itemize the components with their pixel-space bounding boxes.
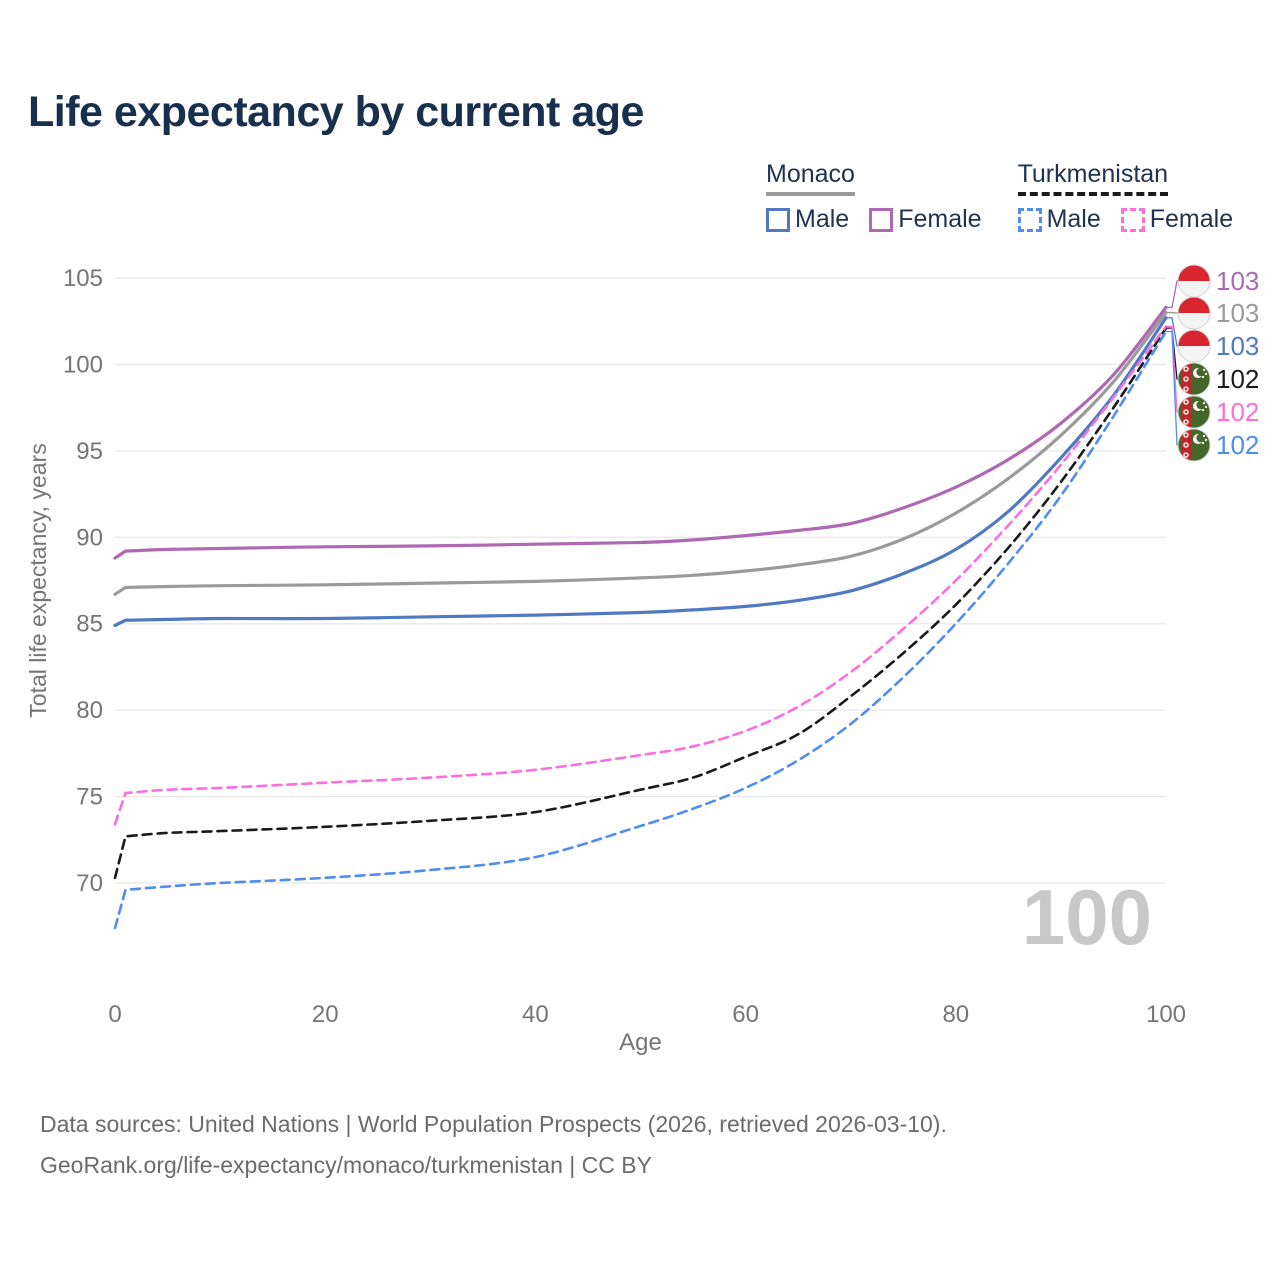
legend-item-monaco-male[interactable]: Male xyxy=(766,205,849,234)
series-line-monaco-female[interactable] xyxy=(113,305,1168,560)
legend-items-monaco: Male Female xyxy=(766,205,982,234)
y-tick-label: 75 xyxy=(76,784,103,811)
turkmenistan-flag-icon xyxy=(1177,428,1211,462)
turkmenistan-male-swatch-icon xyxy=(1017,207,1042,232)
legend-country-turkmenistan[interactable]: Turkmenistan xyxy=(1017,160,1169,196)
y-tick-label: 80 xyxy=(76,697,103,724)
legend-group-monaco: Monaco Male Female xyxy=(766,160,982,234)
monaco-male-swatch-icon xyxy=(766,207,790,232)
x-tick-label: 100 xyxy=(1146,1001,1186,1028)
series-line-monaco-both[interactable] xyxy=(113,311,1168,596)
y-tick-label: 100 xyxy=(63,351,103,378)
footer: Data sources: United Nations | World Pop… xyxy=(40,1104,947,1186)
turkmenistan-female-swatch-icon xyxy=(1120,207,1145,232)
series-end-label-monaco-both: 103 xyxy=(1216,298,1259,328)
y-tick-label: 85 xyxy=(76,611,103,638)
monaco-flag-icon xyxy=(1177,296,1211,330)
current-age-watermark: 100 xyxy=(1022,873,1152,961)
series-line-turkmenistan-female[interactable] xyxy=(113,325,1168,826)
legend-label-turkmenistan-female: Female xyxy=(1149,205,1234,233)
y-tick-label: 95 xyxy=(76,438,103,465)
legend-country-monaco[interactable]: Monaco xyxy=(766,160,855,196)
legend-item-turkmenistan-female[interactable]: Female xyxy=(1120,205,1234,234)
legend-label-monaco-female: Female xyxy=(898,205,982,233)
series-end-label-monaco-male: 103 xyxy=(1216,331,1259,361)
legend-group-turkmenistan: Turkmenistan Male Female xyxy=(1017,160,1234,234)
series-end-label-turkmenistan-female: 102 xyxy=(1216,397,1259,427)
end-leader-turkmenistan-female xyxy=(1166,325,1180,413)
x-tick-label: 80 xyxy=(942,1001,969,1028)
footer-attribution: GeoRank.org/life-expectancy/monaco/turkm… xyxy=(40,1152,652,1178)
monaco-flag-icon xyxy=(1177,329,1211,363)
series-line-turkmenistan-both[interactable] xyxy=(113,326,1168,880)
x-axis-title: Age xyxy=(619,1029,662,1056)
x-tick-label: 20 xyxy=(312,1001,339,1028)
legend-label-turkmenistan-male: Male xyxy=(1046,205,1101,233)
series-end-label-turkmenistan-male: 102 xyxy=(1216,430,1259,460)
x-tick-label: 0 xyxy=(108,1001,121,1028)
y-tick-label: 105 xyxy=(63,265,103,292)
x-tick-label: 60 xyxy=(732,1001,759,1028)
legend-item-turkmenistan-male[interactable]: Male xyxy=(1017,205,1101,234)
page-title: Life expectancy by current age xyxy=(28,88,644,136)
legend-items-turkmenistan: Male Female xyxy=(1017,205,1234,234)
end-leader-monaco-female xyxy=(1166,280,1180,309)
turkmenistan-flag-icon xyxy=(1177,395,1211,429)
footer-sources: Data sources: United Nations | World Pop… xyxy=(40,1111,947,1137)
y-axis-title: Total life expectancy, years xyxy=(25,443,51,717)
legend: Monaco Male Female Turkmenistan Male xyxy=(766,160,1233,234)
legend-item-monaco-female[interactable]: Female xyxy=(869,205,982,234)
series-line-turkmenistan-male[interactable] xyxy=(113,330,1168,930)
x-tick-label: 40 xyxy=(522,1001,549,1028)
series-end-label-monaco-female: 103 xyxy=(1216,266,1259,296)
series-line-monaco-male[interactable] xyxy=(113,316,1168,628)
turkmenistan-flag-icon xyxy=(1177,362,1211,396)
legend-label-monaco-male: Male xyxy=(795,205,850,233)
monaco-flag-icon xyxy=(1177,264,1211,298)
y-tick-label: 70 xyxy=(76,870,103,897)
series-end-label-turkmenistan-both: 102 xyxy=(1216,364,1259,394)
y-tick-label: 90 xyxy=(76,524,103,551)
monaco-female-swatch-icon xyxy=(869,207,894,232)
